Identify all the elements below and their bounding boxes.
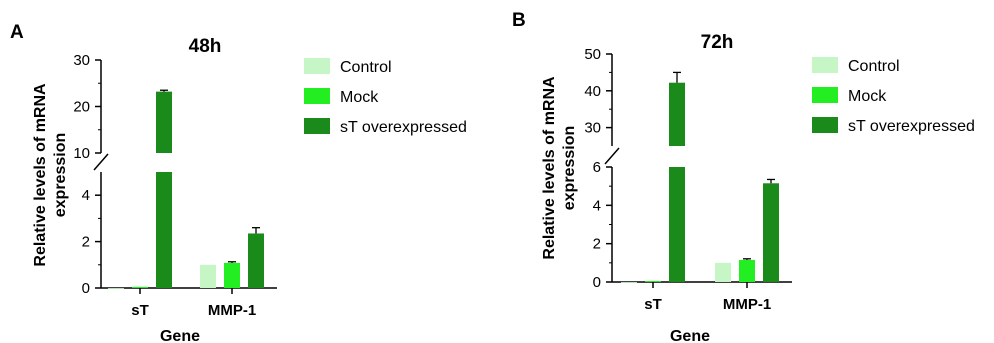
bar bbox=[739, 259, 755, 282]
bar bbox=[248, 233, 264, 288]
legend-swatch bbox=[812, 57, 838, 73]
legend-swatch bbox=[812, 87, 838, 103]
legend-swatch bbox=[304, 88, 330, 104]
y-tick-label: 2 bbox=[82, 234, 90, 251]
panel-label: B bbox=[512, 10, 526, 31]
chart-panel-a: A 48h 0 2 4 10 20 30 sT MMP-1 Gene Relative levels … bbox=[10, 22, 467, 343]
legend-label: Mock bbox=[340, 89, 379, 106]
bar-upper-segment bbox=[669, 82, 685, 146]
x-axis-label: Gene bbox=[670, 328, 710, 343]
legend-swatch bbox=[304, 118, 330, 134]
x-tick-label: MMP-1 bbox=[208, 302, 256, 319]
bar bbox=[645, 281, 661, 282]
y-tick-label: 20 bbox=[73, 99, 90, 116]
x-tick-label: MMP-1 bbox=[723, 296, 771, 313]
chart-title: 72h bbox=[701, 32, 734, 53]
panel-label: A bbox=[10, 22, 24, 43]
legend-label: Control bbox=[848, 58, 900, 75]
bar bbox=[108, 288, 124, 289]
y-tick-label: 4 bbox=[593, 197, 601, 214]
axis-break-mark bbox=[604, 147, 620, 165]
y-tick-label: 0 bbox=[82, 280, 90, 297]
y-tick-label: 30 bbox=[73, 52, 90, 69]
bar bbox=[224, 262, 240, 288]
bar bbox=[621, 282, 637, 283]
chart-title: 48h bbox=[189, 36, 222, 57]
y-axis-label: Relative levels of mRNA expression bbox=[541, 76, 578, 260]
legend-swatch bbox=[304, 58, 330, 74]
bar bbox=[200, 264, 216, 288]
legend-label: sT overexpressed bbox=[848, 118, 975, 135]
bar bbox=[156, 172, 172, 288]
y-tick-label: 2 bbox=[593, 236, 601, 253]
y-tick-label: 50 bbox=[584, 46, 601, 63]
y-tick-label: 0 bbox=[593, 274, 601, 291]
bar bbox=[132, 286, 148, 288]
legend-label: Control bbox=[340, 59, 392, 76]
axis-break-mark bbox=[93, 153, 109, 171]
y-axis-label: Relative levels of mRNA expression bbox=[32, 83, 69, 267]
bar-upper-segment bbox=[156, 91, 172, 153]
x-axis-label: Gene bbox=[160, 328, 200, 343]
legend-label: Mock bbox=[848, 88, 887, 105]
legend-label: sT overexpressed bbox=[340, 119, 467, 136]
legend-swatch bbox=[812, 117, 838, 133]
y-tick-label: 6 bbox=[593, 159, 601, 176]
bar bbox=[669, 167, 685, 282]
y-tick-label: 40 bbox=[584, 83, 601, 100]
y-tick-label: 30 bbox=[584, 120, 601, 137]
x-tick-label: sT bbox=[131, 302, 149, 319]
y-tick-label: 4 bbox=[82, 187, 90, 204]
chart-panel-b: B 72h 0 2 4 6 30 40 50 sT MMP-1 Gene Relative levels… bbox=[512, 10, 975, 343]
bar bbox=[763, 183, 779, 282]
y-tick-label: 10 bbox=[73, 145, 90, 162]
bar bbox=[715, 262, 731, 282]
x-tick-label: sT bbox=[644, 296, 662, 313]
